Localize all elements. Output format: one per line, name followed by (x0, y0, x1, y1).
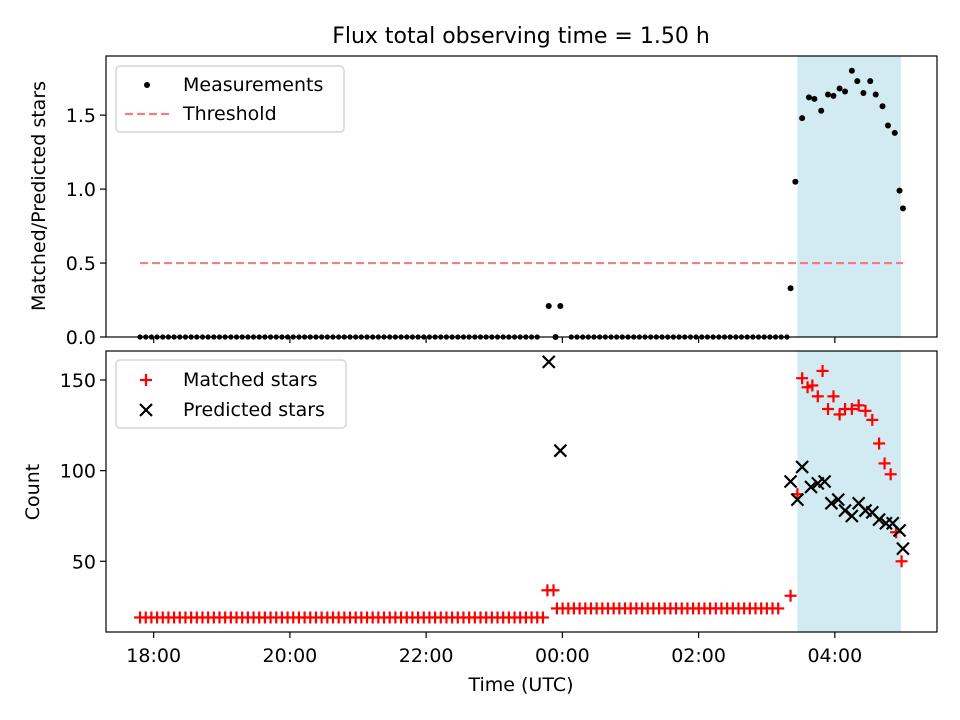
measurement-point (872, 91, 879, 98)
legend-matched-label: Matched stars (183, 369, 317, 391)
matched-point (866, 413, 879, 426)
matched-point (878, 457, 891, 470)
chart-title: Flux total observing time = 1.50 h (332, 24, 710, 49)
top-legend: Measurements Threshold (115, 65, 345, 133)
measurement-point (848, 67, 855, 74)
measurement-point (830, 92, 837, 99)
measurement-point (860, 89, 867, 96)
measurement-point (799, 115, 806, 122)
bottom-x-ticks: 18:00 20:00 22:00 00:00 02:00 04:00 (126, 632, 862, 667)
top-legend-box (115, 65, 345, 133)
predicted-point (790, 492, 805, 507)
x-tick-label: 18:00 (126, 645, 181, 667)
x-tick-label: 22:00 (399, 645, 454, 667)
matched-point (852, 399, 865, 412)
bottom-y-axis-label: Count (22, 464, 44, 520)
predicted-point (804, 480, 818, 494)
legend-predicted-marker (139, 403, 153, 417)
measurement-point (842, 88, 849, 95)
matched-point (895, 555, 908, 568)
x-tick-label: 04:00 (807, 645, 862, 667)
predicted-point (553, 443, 568, 458)
top-x-ticks (153, 337, 836, 343)
top-highlight-span (797, 56, 901, 337)
count-points (134, 355, 910, 624)
measurement-point (867, 78, 874, 85)
matched-point (873, 437, 886, 450)
y-tick-label: 1.0 (66, 179, 96, 201)
measurement-point (899, 205, 906, 212)
y-tick-label: 100 (60, 461, 96, 483)
top-axes-frame (105, 55, 938, 338)
legend-matched-marker (140, 374, 152, 386)
x-axis-label: Time (UTC) (467, 674, 573, 696)
matched-point (796, 372, 809, 385)
top-y-ticks: 0.0 0.5 1.0 1.5 (66, 105, 106, 349)
y-tick-label: 150 (60, 370, 96, 392)
x-tick-label: 20:00 (263, 645, 318, 667)
predicted-point (817, 474, 832, 489)
predicted-point (795, 460, 809, 474)
predicted-point (824, 496, 839, 511)
bottom-legend: Matched stars Predicted stars (115, 359, 347, 429)
y-tick-label: 1.5 (66, 105, 96, 127)
bottom-axes-frame (105, 350, 938, 633)
measurement-point (787, 285, 794, 292)
matched-point (884, 468, 897, 481)
y-tick-label: 0.5 (66, 253, 96, 275)
matched-point (536, 611, 549, 624)
top-y-axis-label: Matched/Predicted stars (28, 81, 50, 311)
matched-point (845, 403, 858, 416)
measurement-point (879, 103, 886, 110)
matched-point (547, 584, 560, 597)
measurement-point (896, 187, 903, 194)
bottom-y-ticks: 50 100 150 (60, 370, 106, 573)
matched-point (822, 403, 835, 416)
measurement-point (792, 178, 799, 185)
measurement-point (854, 78, 861, 85)
legend-threshold-label: Threshold (182, 103, 277, 125)
matched-point (811, 390, 824, 403)
legend-predicted-label: Predicted stars (183, 399, 325, 421)
matched-point (806, 379, 819, 392)
predicted-point (831, 492, 846, 507)
predicted-point (892, 523, 907, 538)
measurement-point (811, 95, 818, 102)
measurement-point (836, 85, 843, 92)
measurement-point (545, 302, 552, 309)
matched-point (772, 602, 785, 615)
predicted-point (872, 512, 886, 527)
bottom-legend-box (115, 359, 347, 429)
matched-point (816, 364, 829, 377)
measurement-point (891, 129, 898, 136)
legend-measurements-marker (144, 82, 150, 88)
measurement-point (825, 91, 832, 98)
matched-point (827, 390, 840, 403)
predicted-point (896, 541, 910, 556)
y-tick-label: 50 (72, 551, 96, 573)
x-tick-label: 00:00 (535, 645, 590, 667)
measurement-point (884, 122, 891, 129)
measurement-point (557, 302, 564, 309)
predicted-point (783, 474, 798, 489)
matched-point (784, 589, 797, 602)
measurement-point (818, 107, 825, 114)
predicted-point (845, 509, 859, 523)
bottom-highlight-span (797, 351, 901, 632)
matched-point (833, 408, 846, 421)
measurement-point (805, 94, 812, 101)
matched-point (859, 404, 872, 417)
y-tick-label: 0.0 (66, 327, 96, 349)
predicted-point (541, 355, 556, 369)
legend-measurements-label: Measurements (183, 74, 323, 96)
top-panel: 0.0 0.5 1.0 1.5 Matched/Predicted stars Mea… (28, 55, 938, 349)
x-tick-label: 02:00 (671, 645, 726, 667)
